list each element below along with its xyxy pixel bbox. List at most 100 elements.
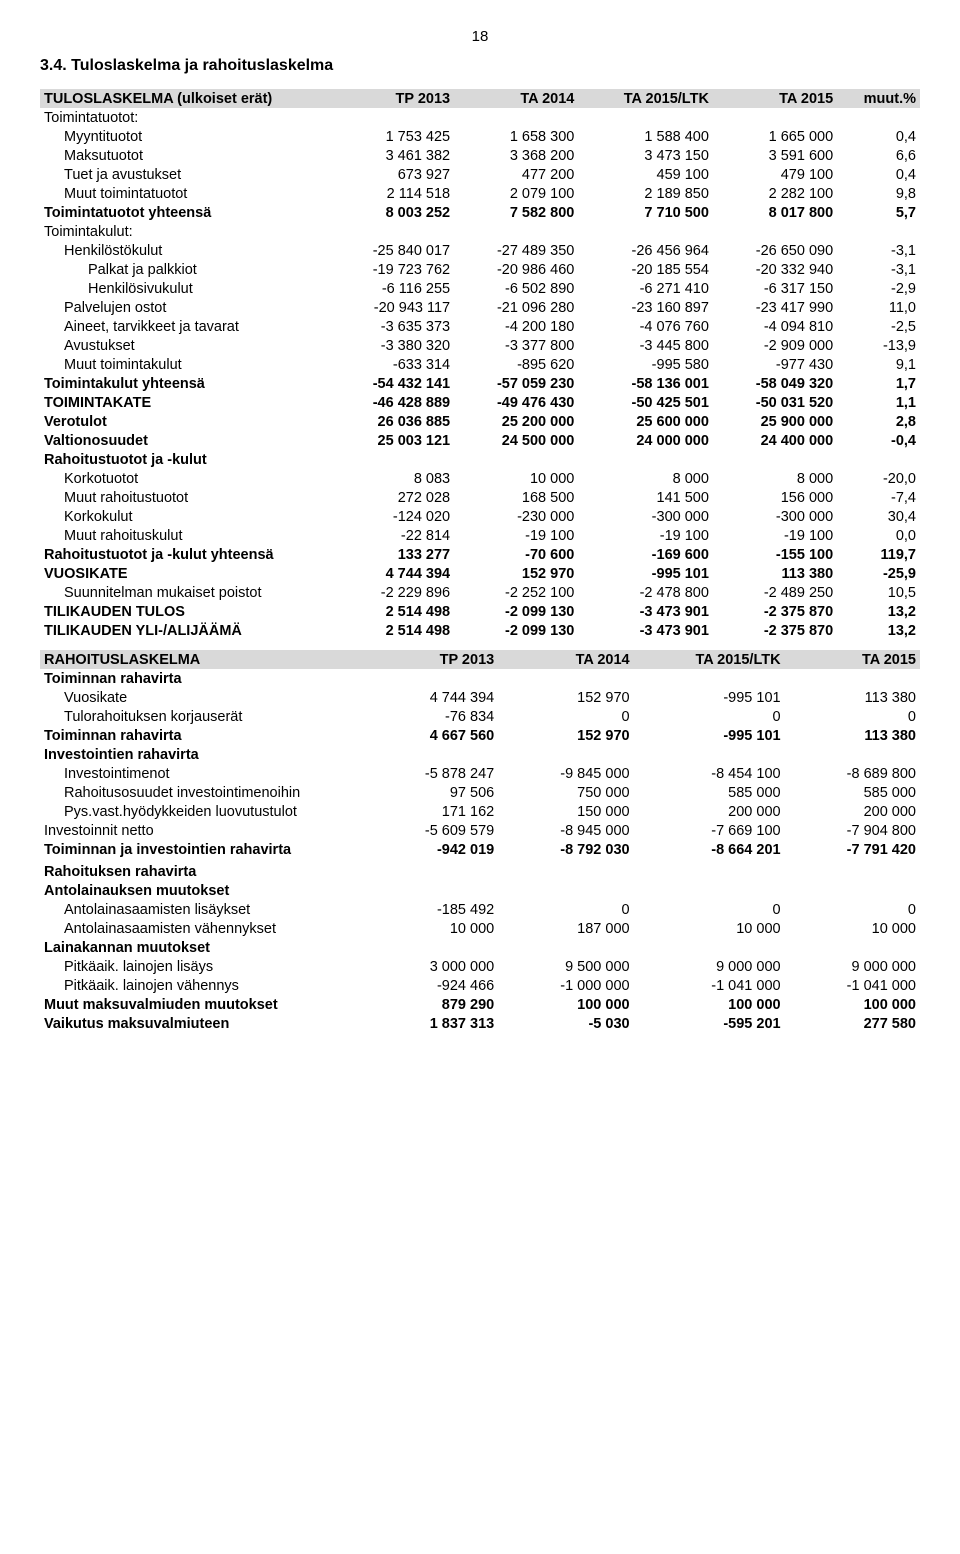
cell-value: -4 076 760: [578, 317, 713, 336]
cell-value: [363, 745, 498, 764]
table-row: Investoinnit netto-5 609 579-8 945 000-7…: [40, 821, 920, 840]
row-label: Investointien rahavirta: [40, 745, 363, 764]
row-label: Muut rahoitustuotot: [40, 488, 330, 507]
cell-value: 9 000 000: [785, 957, 920, 976]
column-header: TULOSLASKELMA (ulkoiset erät): [40, 89, 330, 108]
cell-value: -5 609 579: [363, 821, 498, 840]
cell-value: 7 582 800: [454, 203, 578, 222]
cell-value: -3 635 373: [330, 317, 454, 336]
cell-value: -924 466: [363, 976, 498, 995]
cell-value: [498, 938, 633, 957]
cell-value: 200 000: [785, 802, 920, 821]
cell-value: -3 377 800: [454, 336, 578, 355]
cell-value: -20 986 460: [454, 260, 578, 279]
cell-value: 8 000: [713, 469, 837, 488]
table-row: Antolainasaamisten lisäykset-185 492000: [40, 900, 920, 919]
cell-value: -995 580: [578, 355, 713, 374]
cell-value: [363, 881, 498, 900]
cell-value: -20 943 117: [330, 298, 454, 317]
cell-value: -27 489 350: [454, 241, 578, 260]
cell-value: [363, 938, 498, 957]
cell-value: -4 094 810: [713, 317, 837, 336]
cell-value: -995 101: [634, 688, 785, 707]
cell-value: [634, 669, 785, 688]
cell-value: -70 600: [454, 545, 578, 564]
cell-value: -19 100: [578, 526, 713, 545]
cell-value: 585 000: [634, 783, 785, 802]
cell-value: 0: [785, 707, 920, 726]
cell-value: -25,9: [837, 564, 920, 583]
table-row: Tulorahoituksen korjauserät-76 834000: [40, 707, 920, 726]
column-header: TA 2014: [454, 89, 578, 108]
row-label: Suunnitelman mukaiset poistot: [40, 583, 330, 602]
table-row: Henkilösivukulut-6 116 255-6 502 890-6 2…: [40, 279, 920, 298]
row-label: Palkat ja palkkiot: [40, 260, 330, 279]
cell-value: -7 669 100: [634, 821, 785, 840]
cell-value: [634, 938, 785, 957]
cell-value: -6 116 255: [330, 279, 454, 298]
cell-value: -1 041 000: [634, 976, 785, 995]
cell-value: [454, 108, 578, 127]
cell-value: 2 114 518: [330, 184, 454, 203]
row-label: Toimintakulut:: [40, 222, 330, 241]
cell-value: -2 252 100: [454, 583, 578, 602]
cell-value: -57 059 230: [454, 374, 578, 393]
cell-value: 2 282 100: [713, 184, 837, 203]
cell-value: [785, 938, 920, 957]
cell-value: 133 277: [330, 545, 454, 564]
tuloslaskelma-table: TULOSLASKELMA (ulkoiset erät)TP 2013TA 2…: [40, 89, 920, 640]
cell-value: -2 099 130: [454, 602, 578, 621]
row-label: Toiminnan rahavirta: [40, 669, 363, 688]
cell-value: -20 185 554: [578, 260, 713, 279]
cell-value: -230 000: [454, 507, 578, 526]
row-label: Toiminnan ja investointien rahavirta: [40, 840, 363, 859]
table-row: Henkilöstökulut-25 840 017-27 489 350-26…: [40, 241, 920, 260]
cell-value: 152 970: [454, 564, 578, 583]
cell-value: -124 020: [330, 507, 454, 526]
cell-value: -19 100: [454, 526, 578, 545]
cell-value: 272 028: [330, 488, 454, 507]
cell-value: 25 200 000: [454, 412, 578, 431]
cell-value: 168 500: [454, 488, 578, 507]
cell-value: [837, 222, 920, 241]
cell-value: 0,0: [837, 526, 920, 545]
row-label: Rahoitusosuudet investointimenoihin: [40, 783, 363, 802]
cell-value: 2 079 100: [454, 184, 578, 203]
row-label: Investointimenot: [40, 764, 363, 783]
column-header: TP 2013: [330, 89, 454, 108]
cell-value: 6,6: [837, 146, 920, 165]
row-label: Muut toimintakulut: [40, 355, 330, 374]
cell-value: 3 368 200: [454, 146, 578, 165]
table-row: Korkotuotot8 08310 0008 0008 000-20,0: [40, 469, 920, 488]
page-number: 18: [40, 28, 920, 45]
cell-value: [634, 862, 785, 881]
cell-value: 0: [785, 900, 920, 919]
cell-value: 26 036 885: [330, 412, 454, 431]
cell-value: 10 000: [454, 469, 578, 488]
cell-value: -8 664 201: [634, 840, 785, 859]
cell-value: -7,4: [837, 488, 920, 507]
cell-value: 150 000: [498, 802, 633, 821]
row-label: Toimintatuotot:: [40, 108, 330, 127]
cell-value: -50 425 501: [578, 393, 713, 412]
cell-value: 477 200: [454, 165, 578, 184]
cell-value: [837, 450, 920, 469]
cell-value: [713, 108, 837, 127]
cell-value: -4 200 180: [454, 317, 578, 336]
cell-value: 24 000 000: [578, 431, 713, 450]
cell-value: 0: [498, 707, 633, 726]
table-row: Antolainauksen muutokset: [40, 881, 920, 900]
cell-value: -8 454 100: [634, 764, 785, 783]
cell-value: 3 473 150: [578, 146, 713, 165]
cell-value: 8 017 800: [713, 203, 837, 222]
cell-value: 0: [634, 707, 785, 726]
cell-value: 2 189 850: [578, 184, 713, 203]
cell-value: 100 000: [498, 995, 633, 1014]
cell-value: -3 473 901: [578, 621, 713, 640]
row-label: Tuet ja avustukset: [40, 165, 330, 184]
cell-value: -23 417 990: [713, 298, 837, 317]
row-label: Palvelujen ostot: [40, 298, 330, 317]
cell-value: 1 837 313: [363, 1014, 498, 1033]
cell-value: -2,5: [837, 317, 920, 336]
cell-value: 200 000: [634, 802, 785, 821]
